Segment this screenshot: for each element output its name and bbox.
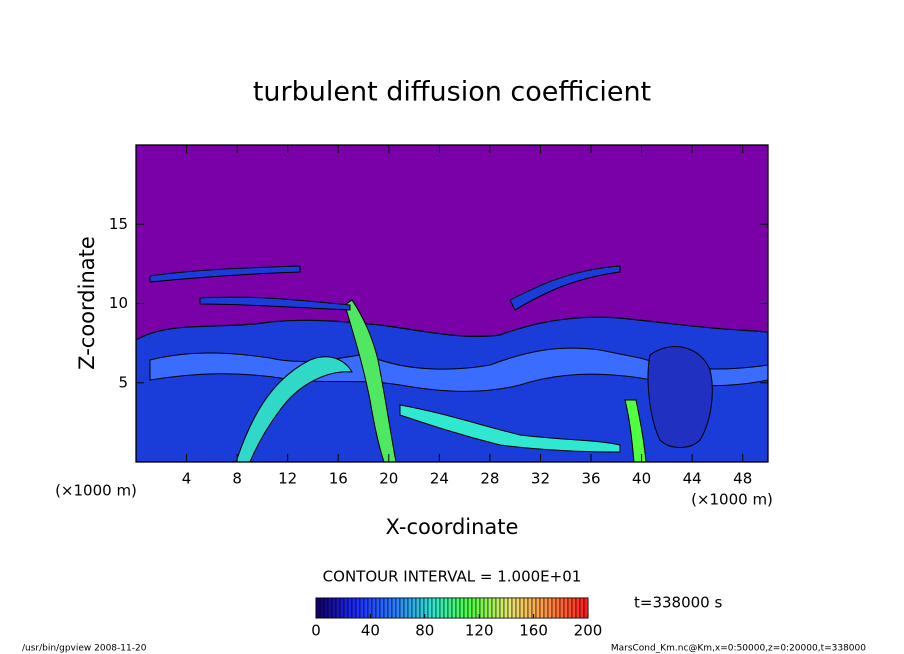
x-tick-label: 16	[329, 470, 348, 488]
colorbar-swatch	[427, 597, 433, 619]
footer-right: MarsCond_Km.nc@Km,x=0:50000,z=0:20000,t=…	[611, 644, 866, 654]
colorbar-swatch	[403, 597, 409, 619]
colorbar-swatch	[563, 597, 569, 619]
colorbar-swatch	[555, 597, 561, 619]
x-tick-label: 24	[430, 470, 449, 488]
colorbar-swatch	[443, 597, 449, 619]
colorbar-swatch	[399, 597, 405, 619]
x-unit-label: (×1000 m)	[55, 482, 137, 500]
x-axis-label: X-coordinate	[386, 515, 519, 539]
contour-field	[136, 145, 768, 462]
x-tick-label: 44	[683, 470, 702, 488]
colorbar-swatch	[383, 597, 389, 619]
colorbar-tick-label: 40	[361, 622, 380, 640]
colorbar-tick-label: 0	[311, 622, 321, 640]
colorbar-swatch	[483, 597, 489, 619]
x-tick-label: 48	[733, 470, 752, 488]
x-tick-label: 40	[632, 470, 651, 488]
colorbar-swatch	[415, 597, 421, 619]
colorbar-swatch	[379, 597, 385, 619]
colorbar-swatch	[351, 597, 357, 619]
colorbar-swatch	[527, 597, 533, 619]
colorbar-swatch	[359, 597, 365, 619]
colorbar-swatch	[547, 597, 553, 619]
colorbar-swatch	[323, 597, 329, 619]
colorbar-swatch	[439, 597, 445, 619]
colorbar-swatch	[499, 597, 505, 619]
footer-left: /usr/bin/gpview 2008-11-20	[22, 644, 147, 654]
y-tick-label: 5	[118, 373, 128, 391]
colorbar-swatch	[431, 597, 437, 619]
colorbar-swatch	[567, 597, 573, 619]
x-tick-label: 20	[379, 470, 398, 488]
colorbar-swatch	[319, 597, 325, 619]
chart-title: turbulent diffusion coefficient	[253, 77, 651, 108]
colorbar-swatch	[459, 597, 465, 619]
colorbar-swatch	[523, 597, 529, 619]
x-tick-label: 32	[531, 470, 550, 488]
colorbar-swatch	[575, 597, 581, 619]
colorbar-swatch	[539, 597, 545, 619]
colorbar-swatch	[375, 597, 381, 619]
colorbar-swatch	[471, 597, 477, 619]
colorbar-swatch	[479, 597, 485, 619]
colorbar-swatch	[355, 597, 361, 619]
colorbar-swatch	[347, 597, 353, 619]
colorbar-swatch	[371, 597, 377, 619]
colorbar-tick-label: 200	[574, 622, 603, 640]
x-tick-label: 12	[278, 470, 297, 488]
colorbar-swatch	[467, 597, 473, 619]
colorbar-swatch	[407, 597, 413, 619]
colorbar-swatch	[335, 597, 341, 619]
colorbar-swatch	[519, 597, 525, 619]
colorbar-swatch	[339, 597, 345, 619]
colorbar-swatch	[435, 597, 441, 619]
x-unit-label: (×1000 m)	[691, 491, 773, 509]
colorbar-swatch	[363, 597, 369, 619]
y-axis-label: Z-coordinate	[75, 236, 99, 370]
colorbar-swatch	[487, 597, 493, 619]
time-label: t=338000 s	[634, 594, 722, 612]
colorbar-swatch	[551, 597, 557, 619]
colorbar-swatch	[315, 597, 321, 619]
colorbar-swatch	[451, 597, 457, 619]
colorbar-swatch	[579, 597, 585, 619]
colorbar-swatch	[559, 597, 565, 619]
colorbar-swatch	[327, 597, 333, 619]
colorbar-swatch	[495, 597, 501, 619]
colorbar-swatch	[455, 597, 461, 619]
colorbar-swatch	[543, 597, 549, 619]
colorbar-swatch	[511, 597, 517, 619]
x-tick-label: 36	[581, 470, 600, 488]
colorbar-swatch	[447, 597, 453, 619]
colorbar-swatch	[571, 597, 577, 619]
x-tick-label: 8	[232, 470, 242, 488]
colorbar-swatch	[463, 597, 469, 619]
colorbar-tick-label: 80	[415, 622, 434, 640]
colorbar-swatch	[583, 597, 589, 619]
contour-interval: CONTOUR INTERVAL = 1.000E+01	[323, 568, 582, 586]
colorbar-swatch	[391, 597, 397, 619]
colorbar-tick-label: 120	[465, 622, 494, 640]
colorbar-swatch	[507, 597, 513, 619]
x-tick-label: 28	[480, 470, 499, 488]
colorbar-swatch	[331, 597, 337, 619]
colorbar-swatch	[411, 597, 417, 619]
colorbar-tick-label: 160	[519, 622, 548, 640]
colorbar-swatch	[515, 597, 521, 619]
colorbar-swatch	[343, 597, 349, 619]
y-tick-label: 10	[109, 294, 128, 312]
colorbar-swatch	[491, 597, 497, 619]
colorbar-swatch	[395, 597, 401, 619]
colorbar-swatch	[535, 597, 541, 619]
colorbar-swatch	[503, 597, 509, 619]
colorbar-swatch	[419, 597, 425, 619]
x-tick-label: 4	[182, 470, 192, 488]
y-tick-label: 15	[109, 215, 128, 233]
colorbar-swatch	[387, 597, 393, 619]
